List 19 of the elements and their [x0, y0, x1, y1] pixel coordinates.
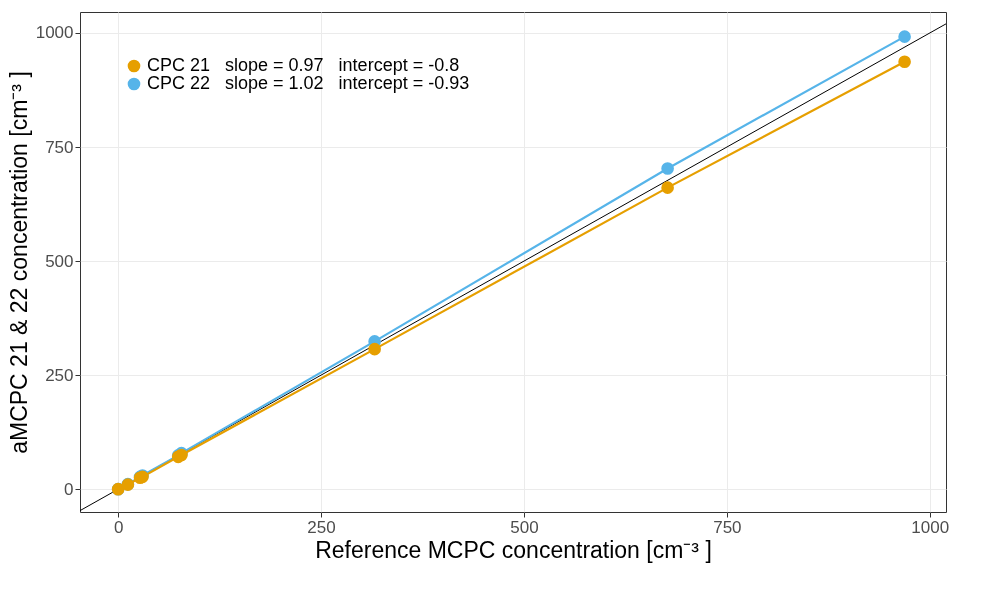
x-tick-label: 500 — [510, 517, 539, 537]
x-tick-label: 0 — [113, 517, 124, 537]
x-axis-title: Reference MCPC concentration [cm⁻³ ] — [315, 536, 712, 563]
y-tick-label: 1000 — [35, 23, 74, 43]
y-tick-label: 0 — [64, 479, 74, 499]
y-tick-label: 250 — [45, 365, 74, 385]
x-tick-label: 750 — [713, 517, 742, 537]
point — [661, 162, 674, 175]
x-tick-label: 250 — [307, 517, 336, 537]
x-tick-label: 1000 — [911, 517, 950, 537]
point — [898, 55, 911, 69]
y-axis-title: aMCPC 21 & 22 concentration [cm⁻³ ] — [5, 71, 32, 454]
y-tick-label: 750 — [45, 137, 74, 157]
y-tick-label: 500 — [45, 251, 74, 271]
point — [368, 342, 381, 356]
point — [661, 181, 674, 194]
legend-label: CPC 22 slope = 1.02 intercept = -0.93 — [147, 73, 470, 93]
point — [898, 30, 911, 43]
legend-label: CPC 21 slope = 0.97 intercept = -0.8 — [147, 55, 460, 75]
